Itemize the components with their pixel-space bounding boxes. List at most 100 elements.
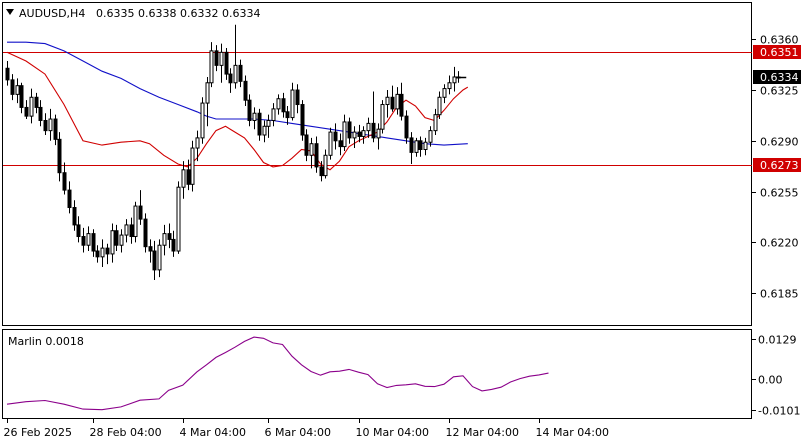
ma-slow-layer: [7, 41, 468, 146]
candle-body-down: [171, 238, 176, 252]
candle: [157, 239, 162, 278]
candle: [323, 149, 328, 179]
candle-body-up: [328, 131, 333, 156]
candle: [95, 245, 100, 263]
candle: [72, 200, 77, 231]
level-price-label-bg: [753, 158, 801, 172]
candle: [281, 92, 286, 118]
candle-body-up: [290, 89, 295, 119]
x-tick-label: 4 Mar 04:00: [180, 426, 246, 439]
candle-body-down: [243, 80, 248, 101]
candle: [190, 140, 195, 192]
candle-body-up: [342, 121, 347, 148]
candle: [214, 45, 219, 72]
candle-body-down: [300, 104, 305, 136]
time-axis: 26 Feb 2025 28 Feb 04:00 4 Mar 04:00 6 Mar …: [4, 418, 609, 439]
candle-body-up: [219, 51, 224, 66]
candle-body-down: [390, 96, 395, 110]
candle-body-down: [167, 233, 172, 240]
indicator-panel-frame: [2, 329, 752, 419]
candle: [300, 100, 305, 141]
candle-body-down: [72, 207, 77, 226]
candle: [114, 224, 119, 252]
candle-body-down: [404, 115, 409, 139]
candle-body-down: [76, 224, 81, 238]
indicator-label: Marlin 0.0018: [8, 335, 84, 348]
candle-body-up: [262, 125, 267, 136]
candle-body-up: [110, 230, 115, 255]
candle: [110, 223, 115, 263]
triangle-down-icon[interactable]: [6, 9, 14, 15]
price-axis: 0.6360 0.6325 0.6290 0.6255 0.6220 0.6185: [752, 34, 799, 301]
candle: [333, 123, 338, 150]
y-tick-label: 0.6185: [760, 288, 799, 301]
candle-body-up: [100, 247, 105, 258]
candle: [395, 87, 400, 115]
x-tick-label: 10 Mar 04:00: [356, 426, 429, 439]
candle: [219, 43, 224, 83]
candle-body-down: [399, 93, 404, 117]
price-badges: 0.6351 0.6273 0.6334: [460, 45, 801, 172]
candle: [409, 132, 414, 164]
candles-layer: [5, 24, 461, 281]
x-tick-label: 12 Mar 04:00: [446, 426, 519, 439]
candle: [352, 126, 357, 149]
candle: [10, 74, 15, 101]
candle: [428, 126, 433, 147]
ma-fast-line: [6, 51, 469, 171]
candle: [418, 136, 423, 157]
candle: [167, 223, 172, 249]
candle-body-down: [347, 121, 352, 139]
x-tick-label: 26 Feb 2025: [4, 426, 72, 439]
candle: [67, 181, 72, 214]
candle-body-down: [338, 140, 343, 148]
candle-body-down: [224, 51, 229, 75]
candle: [442, 84, 447, 104]
candle-body-up: [181, 169, 186, 188]
candle-body-up: [442, 88, 447, 98]
ma-slow-line: [7, 41, 468, 146]
candle: [129, 217, 134, 244]
candle: [414, 137, 419, 157]
candle: [119, 229, 124, 253]
candle: [433, 108, 438, 135]
candle-body-down: [5, 67, 10, 81]
candle-body-down: [95, 250, 100, 258]
x-tick-label: 14 Mar 04:00: [536, 426, 609, 439]
marlin-line: [6, 336, 549, 411]
candle: [357, 124, 362, 143]
candle-body-down: [333, 131, 338, 142]
candle: [224, 47, 229, 80]
candle: [209, 42, 214, 88]
candle: [143, 213, 148, 253]
candle: [309, 137, 314, 169]
candle: [5, 61, 10, 86]
candle: [366, 117, 371, 138]
candle-body-down: [114, 230, 119, 246]
candle-body-down: [67, 189, 72, 209]
candle: [319, 161, 324, 182]
candle-body-up: [195, 137, 200, 149]
y-tick-label: 0.6360: [760, 34, 799, 47]
candle: [15, 78, 20, 104]
x-tick-label: 28 Feb 04:00: [90, 426, 162, 439]
y-tick-label: 0.6220: [760, 237, 799, 250]
candle-body-down: [371, 122, 376, 139]
candle: [19, 82, 24, 114]
candle: [38, 100, 43, 127]
oscillator-layer: [6, 336, 549, 411]
candle-body-down: [295, 89, 300, 106]
candle-body-down: [10, 79, 15, 95]
candle: [257, 108, 262, 141]
candle-body-down: [81, 236, 86, 246]
candle-body-down: [129, 224, 134, 238]
candle: [48, 108, 53, 141]
candle-body-down: [418, 140, 423, 150]
candle: [456, 71, 461, 83]
candle: [285, 105, 290, 125]
candle-body-down: [143, 218, 148, 248]
candle-body-up: [456, 76, 461, 79]
candle-body-up: [200, 102, 205, 139]
level-price-label-bg: [753, 45, 801, 59]
